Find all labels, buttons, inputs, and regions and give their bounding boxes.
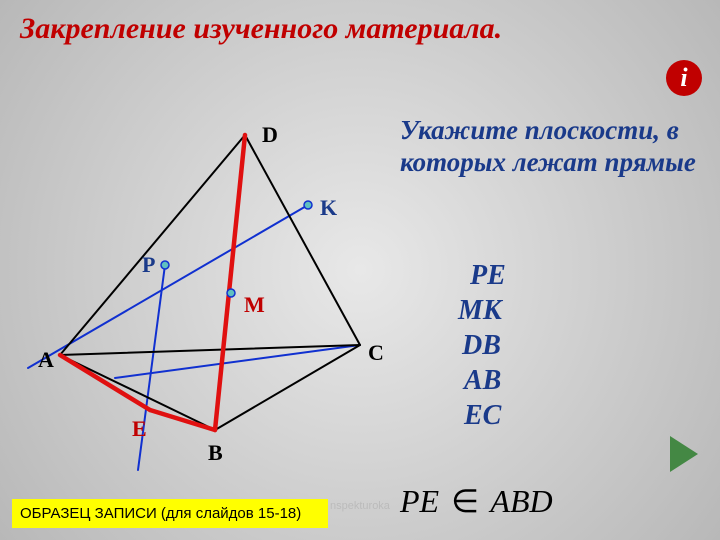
prompt-text-content: Укажите плоскости, в которых лежат прямы…: [400, 115, 696, 177]
vertex-label-C: C: [368, 340, 384, 366]
list-item: AB: [464, 363, 506, 398]
formula-lhs: PE: [400, 483, 439, 519]
vertex-label-K: K: [320, 195, 337, 221]
sample-note-box: ОБРАЗЕЦ ЗАПИСИ (для слайдов 15-18): [12, 499, 328, 528]
vertex-label-M: M: [244, 292, 265, 318]
vertex-label-A: A: [38, 347, 54, 373]
prompt-text: Укажите плоскости, в которых лежат прямы…: [400, 114, 700, 179]
formula: PE ∈ ABD: [400, 482, 553, 520]
lines-list: РЕ МК DB AB EC: [470, 258, 506, 433]
list-item: DB: [462, 328, 506, 363]
vertex-label-E: E: [132, 416, 147, 442]
formula-rhs: ABD: [490, 483, 552, 519]
sample-note-text: ОБРАЗЕЦ ЗАПИСИ (для слайдов 15-18): [20, 505, 301, 522]
formula-rel: ∈: [447, 483, 483, 519]
list-item: EC: [464, 398, 506, 433]
vertex-label-P: P: [142, 252, 155, 278]
page-title-text: Закрепление изученного материала.: [20, 12, 502, 45]
vertex-label-B: B: [208, 440, 223, 466]
next-slide-button[interactable]: [670, 436, 698, 472]
page-title: Закрепление изученного материала.: [20, 12, 502, 46]
list-item: РЕ: [470, 258, 506, 293]
vertex-label-D: D: [262, 122, 278, 148]
info-icon-glyph: i: [680, 63, 687, 93]
list-item: МК: [458, 293, 506, 328]
info-icon[interactable]: i: [666, 60, 702, 96]
geometry-diagram: A B C D E M P K: [20, 110, 400, 490]
watermark: nspekturoka: [330, 500, 390, 512]
